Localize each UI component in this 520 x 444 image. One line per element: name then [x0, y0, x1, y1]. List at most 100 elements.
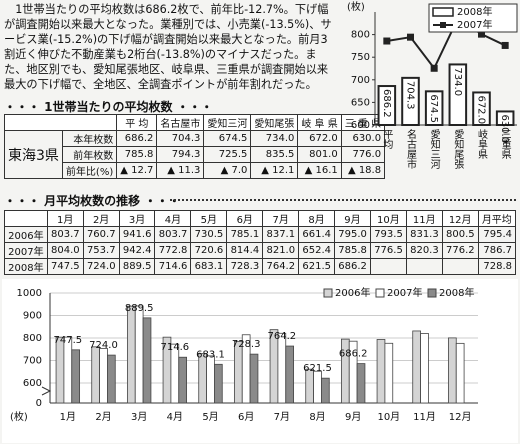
row-label: 前年比(%) — [61, 162, 118, 179]
row-label: 2007年 — [4, 242, 48, 259]
header-row: 平 均名古屋市 愛知三河 愛知尾張岐 阜 県三 重 県 — [3, 114, 386, 131]
paragraph: 1世帯当たりの平均枚数は686.2枚で、前年比-12.7%。下げ幅が調査開始以来… — [4, 3, 332, 91]
column-header: 月平均 — [477, 210, 517, 227]
legend-label: 2006年 — [335, 286, 370, 299]
x-tick-label: 12月 — [449, 411, 472, 423]
value-label: 704.3 — [405, 81, 416, 110]
y-tick-label: 600 — [351, 120, 370, 131]
bar — [495, 110, 515, 127]
column-header: 5月 — [190, 210, 228, 227]
cell: 728.3 — [226, 258, 264, 275]
x-tick-label: 2月 — [95, 411, 111, 423]
bar — [198, 353, 207, 404]
value-label: 747.5 — [54, 335, 83, 346]
cell: 776.5 — [369, 242, 407, 259]
cell: 686.2 — [116, 130, 158, 147]
column-header: 8月 — [298, 210, 336, 227]
legend-swatch — [375, 288, 385, 298]
monthly-chart: 0 600 700 800 900 1000 (枚) 1月 747.5 2月 724.0 3月 889.… — [2, 279, 518, 443]
section-heading: ・・・ 月平均枚数の推移 ・・・ — [4, 194, 181, 208]
value-label: 889.5 — [125, 303, 154, 314]
y-tick-label: 750 — [351, 52, 370, 63]
line-marker — [430, 64, 438, 72]
x-tick-label: 6月 — [238, 411, 254, 423]
cell: 785.8 — [334, 242, 371, 259]
line-marker — [383, 37, 391, 45]
cell: 795.4 — [477, 226, 517, 243]
bar — [412, 330, 421, 404]
cell: 720.6 — [190, 242, 228, 259]
y-axis-label: (枚) — [10, 410, 28, 423]
bar — [321, 377, 330, 404]
cell — [441, 258, 479, 275]
cell: 803.7 — [46, 226, 84, 243]
row-label: 前年枚数 — [61, 146, 118, 163]
x-tick-label: 8月 — [309, 411, 325, 423]
bar — [420, 333, 429, 404]
legend-label: 2008年 — [457, 5, 492, 18]
column-header: 平 均 — [116, 114, 158, 131]
corner-cell — [4, 210, 48, 227]
cell: 795.0 — [334, 226, 371, 243]
bar — [249, 353, 259, 404]
bar — [377, 85, 397, 126]
cell: 794.3 — [156, 146, 205, 163]
cell: 652.4 — [298, 242, 336, 259]
bar — [55, 336, 65, 404]
cell: 730.5 — [190, 226, 228, 243]
legend-swatch — [323, 288, 333, 298]
group-label: 東海3県 — [4, 130, 63, 179]
dotted-rule — [170, 199, 516, 201]
bar — [356, 363, 366, 404]
bar — [91, 346, 100, 404]
cell: ▲ 18.8 — [340, 162, 386, 179]
table-row: 東海3県 本年枚数 686.2 704.3 674.5 734.0 672.0 630.0 — [4, 130, 386, 179]
value-label: 674.5 — [428, 94, 439, 123]
x-tick-label: 3月 — [131, 411, 147, 423]
x-tick-label: 平均 — [381, 129, 393, 150]
x-tick-label: 1月 — [60, 411, 76, 423]
y-tick-label: 900 — [23, 311, 42, 322]
legend-swatch — [432, 7, 454, 17]
y-tick-label: 600 — [23, 378, 42, 389]
column-header: 岐 阜 県 — [297, 114, 342, 131]
bar — [448, 63, 468, 126]
legend-swatch — [440, 22, 446, 28]
corner-cell — [3, 114, 118, 131]
cell: 661.4 — [298, 226, 336, 243]
cell: ▲ 7.0 — [203, 162, 252, 179]
value-label: 686.2 — [381, 89, 392, 118]
header-row: 1月 2月 3月 4月 5月 6月 7月 8月 9月 10月 11月 12月 月平均 — [4, 210, 517, 227]
column-header: 7月 — [262, 210, 300, 227]
cell: 942.4 — [118, 242, 156, 259]
cell: ▲ 12.1 — [250, 162, 299, 179]
column-header: 名古屋市 — [156, 114, 205, 131]
value-label: 764.2 — [268, 331, 297, 342]
x-tick-label: 愛知三河 — [428, 128, 440, 169]
column-header: 12月 — [441, 210, 479, 227]
value-label: 621.5 — [303, 363, 332, 374]
y-tick-label: 650 — [351, 97, 370, 108]
table-row: 2008年 747.5 724.0 889.5 714.6 683.1 728.3 764.2… — [4, 258, 517, 275]
cell: 772.8 — [154, 242, 192, 259]
bar — [447, 337, 457, 404]
table-row: 2006年 803.7 760.7 941.6 803.7 730.5 785.1 837.1… — [4, 226, 517, 243]
row-label: 2008年 — [4, 258, 48, 275]
cell: 941.6 — [118, 226, 156, 243]
cell: 714.6 — [154, 258, 192, 275]
cell: 803.7 — [154, 226, 192, 243]
x-tick-label: 愛知尾張 — [452, 128, 464, 170]
bar — [455, 342, 465, 404]
cell: 724.0 — [82, 258, 120, 275]
cell: 704.3 — [156, 130, 205, 147]
x-tick-label: 5月 — [202, 411, 218, 423]
value-label: 683.1 — [196, 349, 225, 360]
cell: 776.2 — [441, 242, 479, 259]
x-tick-label: 9月 — [345, 411, 361, 423]
bar — [178, 356, 188, 404]
cell: 793.5 — [369, 226, 407, 243]
bar — [285, 345, 295, 404]
legend-swatch — [427, 288, 437, 298]
bar — [313, 370, 322, 404]
